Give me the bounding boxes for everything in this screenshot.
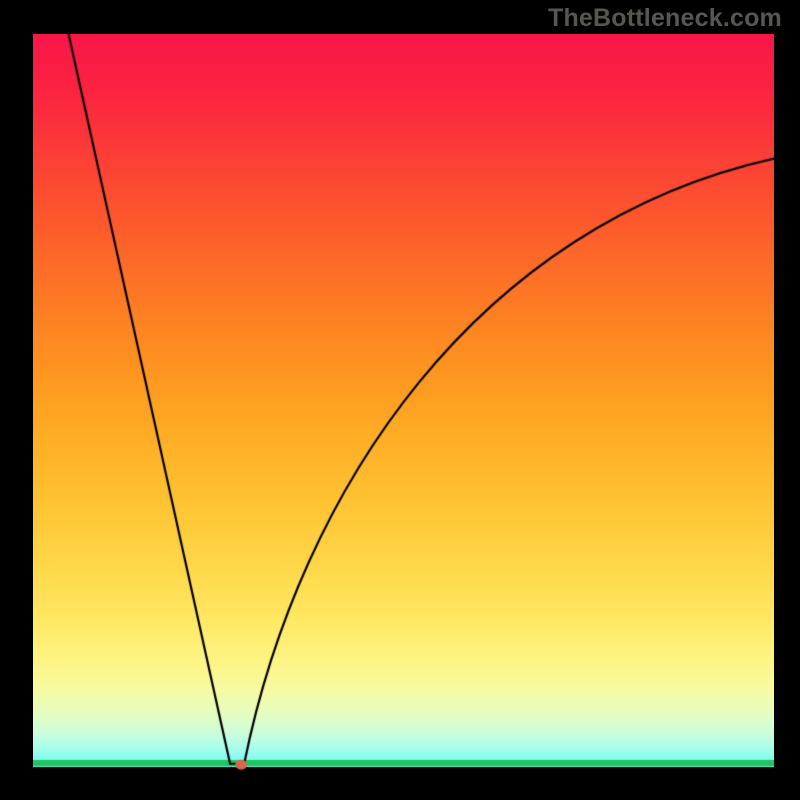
chart-stage: TheBottleneck.com — [0, 0, 800, 800]
plot-area — [33, 34, 774, 775]
bottleneck-curve — [33, 34, 774, 775]
brand-watermark: TheBottleneck.com — [548, 4, 782, 33]
